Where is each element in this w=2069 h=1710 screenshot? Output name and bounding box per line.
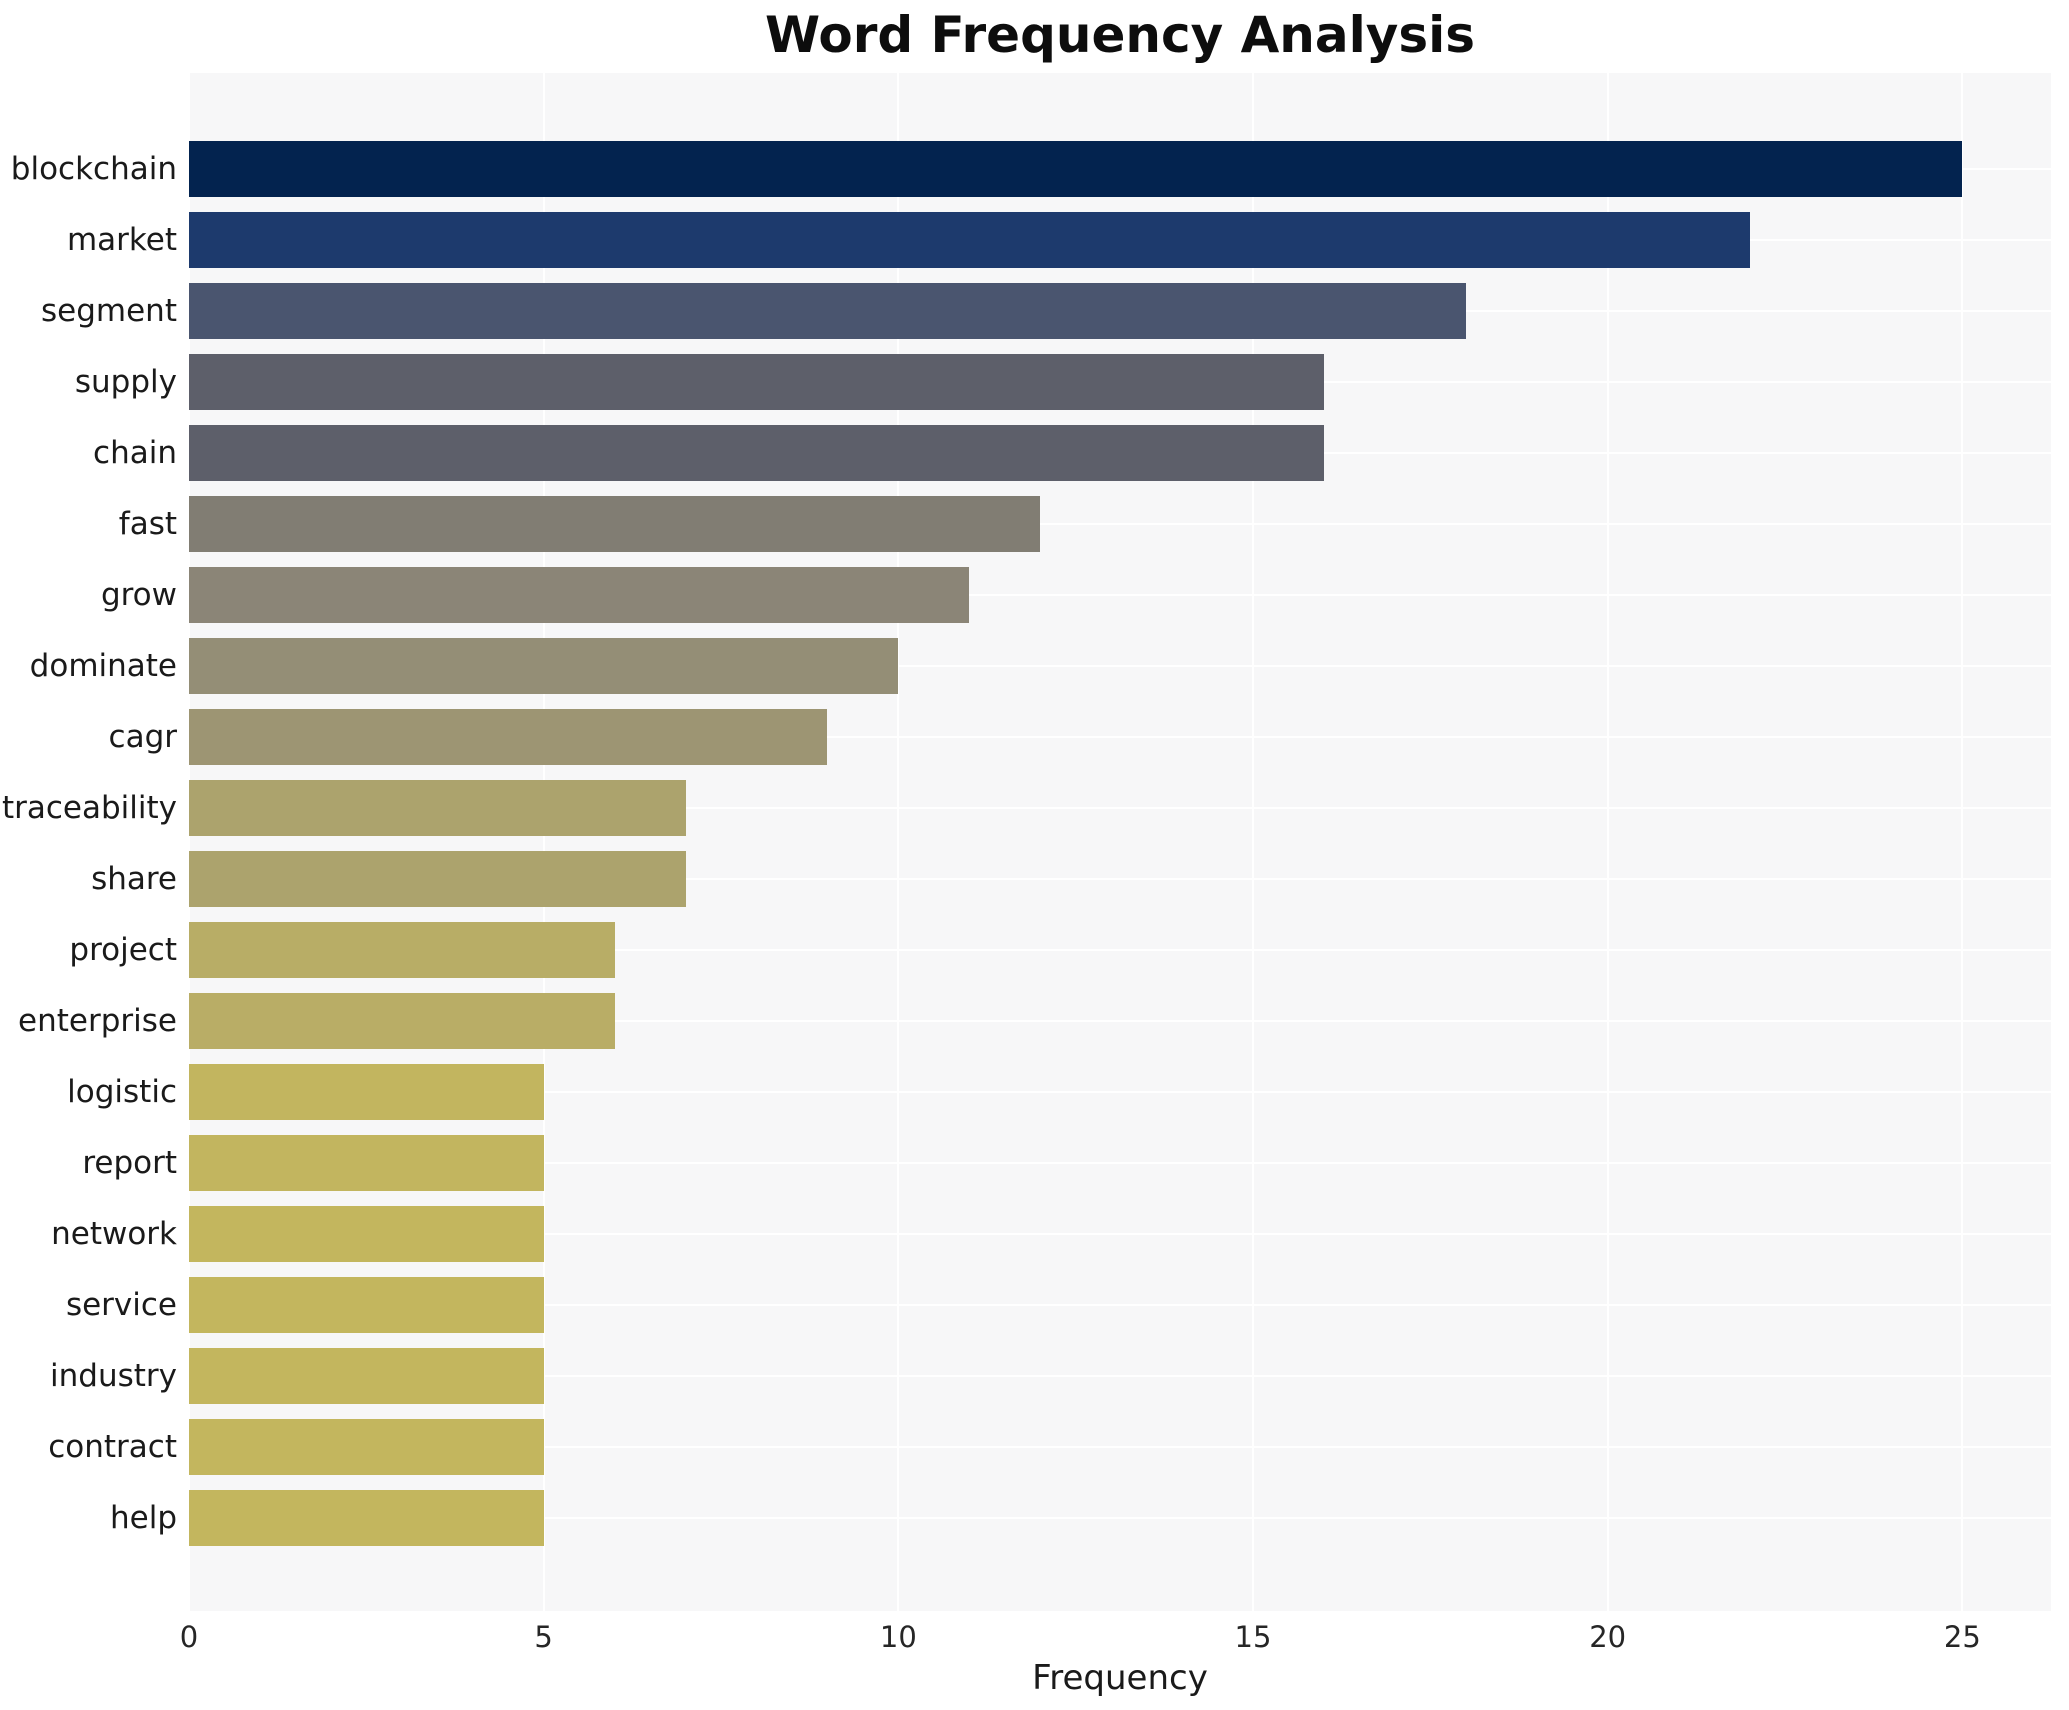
category-label-segment: segment [41,293,177,329]
bar-project [189,922,615,978]
category-label-logistic: logistic [67,1074,177,1110]
x-tick-label: 10 [879,1620,917,1654]
horizontal-gridline [189,594,2051,596]
vertical-gridline [1961,73,1964,1611]
bar-share [189,851,686,907]
horizontal-gridline [189,807,2051,809]
category-label-help: help [109,1500,177,1536]
bar-dominate [189,638,899,694]
bar-cagr [189,709,828,765]
x-axis-label: Frequency [1032,1658,1208,1698]
horizontal-gridline [189,1233,2051,1235]
category-label-share: share [91,861,177,897]
plot-area [188,73,2051,1611]
vertical-gridline [542,73,545,1611]
category-label-supply: supply [74,364,177,400]
bar-traceability [189,780,686,836]
bar-chain [189,425,1324,481]
category-label-chain: chain [93,435,177,471]
bar-blockchain [189,141,1963,197]
bar-help [189,1490,544,1546]
horizontal-gridline [189,736,2051,738]
horizontal-gridline [189,1375,2051,1377]
bar-grow [189,567,970,623]
horizontal-gridline [189,1162,2051,1164]
vertical-gridline [897,73,900,1611]
bar-network [189,1206,544,1262]
bar-enterprise [189,993,615,1049]
vertical-gridline [1252,73,1254,1611]
vertical-gridline [188,73,190,1611]
bar-supply [189,354,1324,410]
horizontal-gridline [189,878,2051,880]
bar-contract [189,1419,544,1475]
bar-industry [189,1348,544,1404]
category-label-grow: grow [100,577,177,613]
horizontal-gridline [189,1517,2051,1519]
bar-logistic [189,1064,544,1120]
x-tick-label: 15 [1234,1620,1272,1654]
category-label-market: market [66,222,177,258]
category-label-industry: industry [50,1358,177,1394]
category-label-contract: contract [48,1429,177,1465]
bar-market [189,212,1750,268]
category-label-blockchain: blockchain [10,151,177,187]
x-tick-label: 5 [534,1620,553,1654]
category-label-enterprise: enterprise [18,1003,177,1039]
horizontal-gridline [189,949,2051,951]
chart-title: Word Frequency Analysis [764,6,1476,64]
horizontal-gridline [189,523,2051,525]
horizontal-gridline [189,1304,2051,1306]
category-label-dominate: dominate [29,648,177,684]
horizontal-gridline [189,1091,2051,1093]
category-label-project: project [69,932,177,968]
vertical-gridline [1606,73,1609,1611]
category-label-fast: fast [118,506,177,542]
category-label-service: service [65,1287,177,1323]
bar-service [189,1277,544,1333]
category-label-network: network [51,1216,177,1252]
bar-segment [189,283,1466,339]
x-tick-label: 0 [179,1620,199,1654]
bar-report [189,1135,544,1191]
category-label-report: report [82,1145,177,1181]
category-label-cagr: cagr [108,719,177,755]
x-tick-label: 20 [1589,1620,1627,1654]
x-tick-label: 25 [1943,1620,1981,1654]
horizontal-gridline [189,1020,2051,1022]
horizontal-gridline [189,1446,2051,1448]
horizontal-gridline [189,665,2051,667]
bar-fast [189,496,1041,552]
category-label-traceability: traceability [1,790,177,826]
